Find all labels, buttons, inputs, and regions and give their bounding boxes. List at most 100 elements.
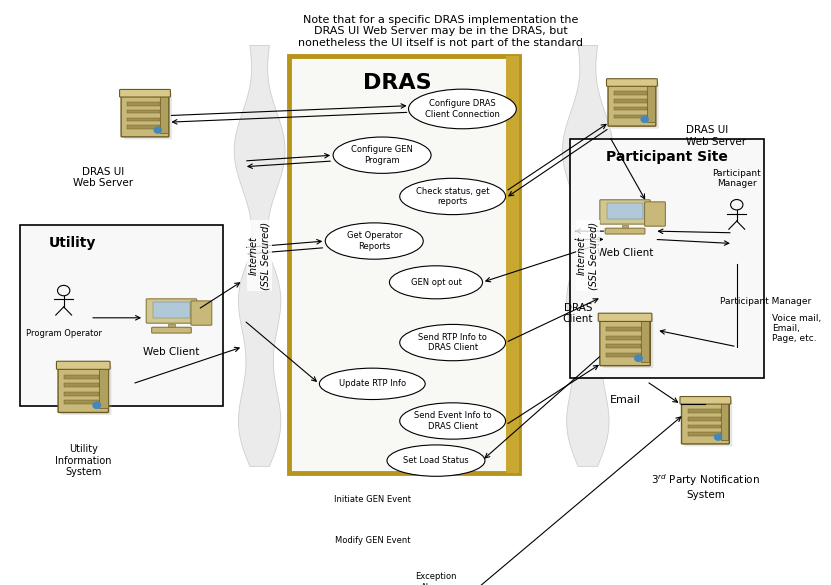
- Text: DRAS: DRAS: [363, 73, 431, 92]
- Ellipse shape: [390, 266, 483, 299]
- Circle shape: [635, 355, 642, 362]
- FancyBboxPatch shape: [151, 327, 191, 333]
- FancyBboxPatch shape: [602, 317, 653, 368]
- FancyBboxPatch shape: [642, 319, 649, 362]
- Text: Utility
Information
System: Utility Information System: [55, 444, 111, 477]
- FancyBboxPatch shape: [100, 367, 107, 408]
- FancyBboxPatch shape: [124, 93, 172, 139]
- FancyBboxPatch shape: [191, 301, 212, 325]
- Bar: [65, 400, 100, 404]
- Bar: [687, 432, 720, 436]
- FancyBboxPatch shape: [607, 79, 657, 87]
- Text: Get Operator
Reports: Get Operator Reports: [347, 231, 402, 251]
- Bar: [687, 410, 720, 413]
- Bar: [606, 336, 642, 340]
- Ellipse shape: [393, 564, 479, 585]
- Bar: [570, 139, 765, 378]
- Text: Participant Manager: Participant Manager: [720, 297, 811, 306]
- Circle shape: [155, 127, 161, 133]
- FancyBboxPatch shape: [608, 80, 656, 126]
- Text: Configure GEN
Program: Configure GEN Program: [352, 146, 413, 165]
- FancyBboxPatch shape: [645, 202, 666, 226]
- Text: DRAS
Client: DRAS Client: [563, 303, 593, 325]
- Text: Update RTP Info: Update RTP Info: [339, 379, 406, 388]
- FancyBboxPatch shape: [647, 84, 655, 122]
- Bar: [614, 99, 647, 103]
- Bar: [614, 91, 647, 95]
- FancyBboxPatch shape: [600, 199, 651, 224]
- FancyBboxPatch shape: [146, 299, 197, 323]
- Ellipse shape: [400, 325, 505, 361]
- Text: Participant
Manager: Participant Manager: [712, 169, 761, 188]
- Text: Note that for a specific DRAS implementation the
DRAS UI Web Server may be in th: Note that for a specific DRAS implementa…: [298, 15, 583, 48]
- Ellipse shape: [400, 403, 505, 439]
- Text: Utility: Utility: [49, 236, 96, 250]
- Polygon shape: [563, 46, 613, 466]
- FancyBboxPatch shape: [598, 313, 652, 321]
- Text: Exception
Alarms: Exception Alarms: [416, 572, 457, 585]
- Bar: [614, 107, 647, 111]
- Ellipse shape: [319, 484, 425, 515]
- Bar: [607, 202, 643, 219]
- Ellipse shape: [333, 137, 431, 173]
- FancyBboxPatch shape: [121, 91, 169, 137]
- FancyBboxPatch shape: [120, 90, 170, 97]
- Polygon shape: [234, 46, 285, 466]
- FancyBboxPatch shape: [57, 362, 111, 369]
- Bar: [687, 417, 720, 421]
- Bar: [65, 375, 100, 379]
- Bar: [606, 327, 642, 331]
- Text: Internet
(SSL Secured): Internet (SSL Secured): [577, 222, 598, 290]
- Bar: [168, 324, 175, 329]
- Text: Initiate GEN Event: Initiate GEN Event: [334, 495, 411, 504]
- Text: Email: Email: [610, 394, 641, 405]
- Ellipse shape: [400, 178, 505, 215]
- Bar: [614, 115, 647, 118]
- Bar: [127, 110, 160, 113]
- Bar: [127, 118, 160, 121]
- Bar: [687, 425, 720, 428]
- Text: Send RTP Info to
DRAS Client: Send RTP Info to DRAS Client: [418, 333, 487, 352]
- Text: GEN opt out: GEN opt out: [411, 278, 461, 287]
- Text: Voice mail,
Email,
Page, etc.: Voice mail, Email, Page, etc.: [772, 314, 821, 343]
- Bar: [127, 125, 160, 129]
- Bar: [127, 102, 160, 106]
- Text: DRAS UI
Web Server: DRAS UI Web Server: [73, 167, 133, 188]
- Ellipse shape: [387, 445, 485, 476]
- FancyBboxPatch shape: [160, 94, 168, 133]
- Text: Set Load Status: Set Load Status: [403, 456, 469, 465]
- Bar: [622, 225, 628, 229]
- Text: Send Event Info to
DRAS Client: Send Event Info to DRAS Client: [414, 411, 491, 431]
- FancyBboxPatch shape: [600, 315, 651, 366]
- Text: $3^{rd}$ Party Notification
System: $3^{rd}$ Party Notification System: [651, 472, 760, 500]
- Text: Modify GEN Event: Modify GEN Event: [335, 536, 410, 545]
- FancyBboxPatch shape: [720, 401, 728, 440]
- FancyBboxPatch shape: [605, 228, 645, 234]
- Bar: [606, 353, 642, 357]
- Text: Program Operator: Program Operator: [26, 329, 101, 338]
- Text: Participant Site: Participant Site: [607, 150, 728, 164]
- FancyBboxPatch shape: [611, 82, 659, 129]
- FancyBboxPatch shape: [289, 56, 519, 473]
- Text: Web Client: Web Client: [597, 247, 653, 257]
- Text: DRAS UI
Web Server: DRAS UI Web Server: [686, 125, 746, 147]
- Bar: [20, 225, 224, 406]
- Text: Internet
(SSL Secured): Internet (SSL Secured): [248, 222, 270, 290]
- Ellipse shape: [319, 368, 425, 400]
- Ellipse shape: [325, 223, 423, 259]
- Circle shape: [715, 434, 721, 440]
- Text: Configure DRAS
Client Connection: Configure DRAS Client Connection: [425, 99, 500, 119]
- Bar: [65, 383, 100, 387]
- Ellipse shape: [409, 89, 516, 129]
- FancyBboxPatch shape: [681, 398, 730, 444]
- FancyBboxPatch shape: [61, 365, 111, 415]
- Circle shape: [93, 402, 101, 408]
- Text: Web Client: Web Client: [143, 347, 199, 357]
- FancyBboxPatch shape: [685, 400, 732, 446]
- Ellipse shape: [319, 525, 425, 556]
- FancyBboxPatch shape: [680, 397, 730, 404]
- Circle shape: [641, 116, 648, 122]
- Text: Check status, get
reports: Check status, get reports: [416, 187, 489, 206]
- Bar: [153, 302, 189, 318]
- FancyBboxPatch shape: [58, 363, 109, 412]
